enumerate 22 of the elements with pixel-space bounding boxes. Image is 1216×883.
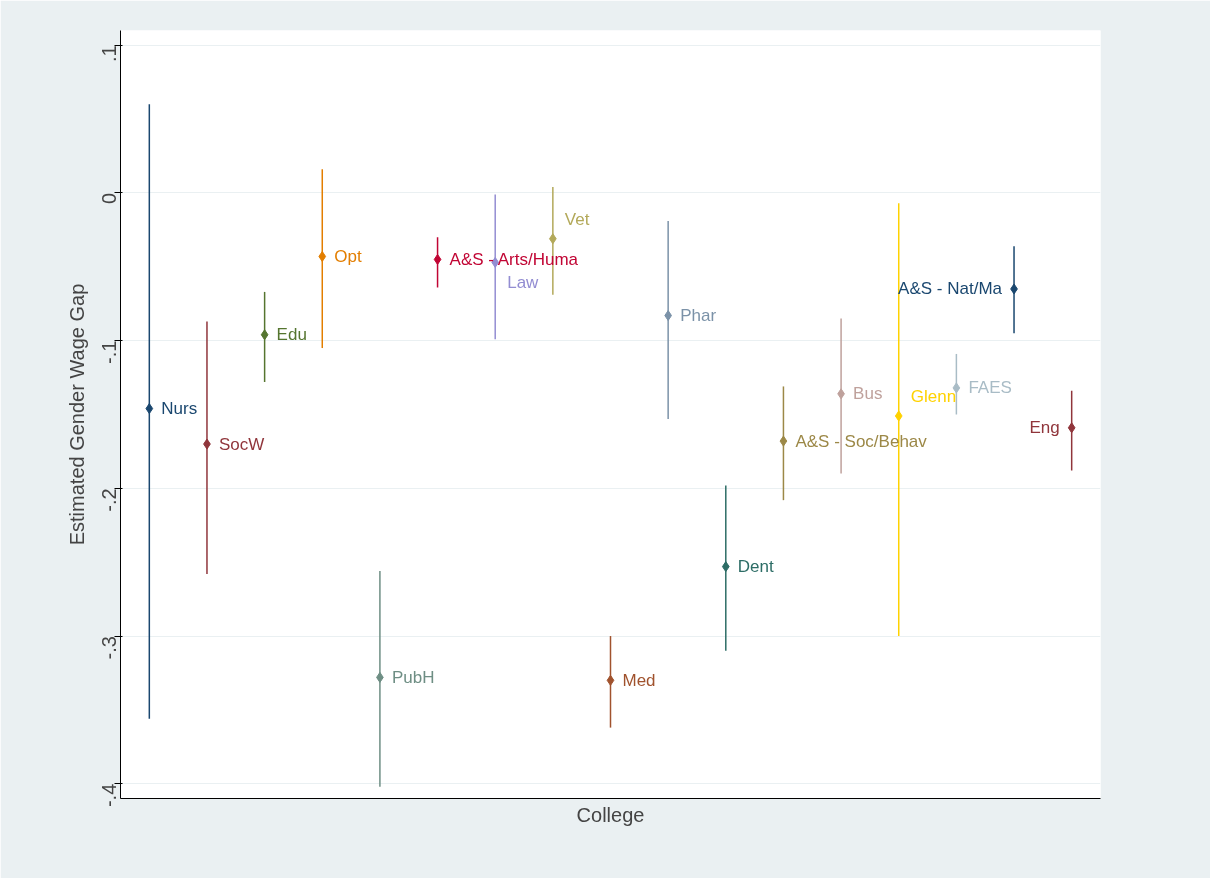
- y-tick-label: -.2: [98, 488, 121, 512]
- series-label: FAES: [968, 378, 1012, 398]
- series-label: Bus: [853, 384, 883, 404]
- series-label: Phar: [680, 306, 717, 326]
- series-label: Eng: [1029, 418, 1060, 438]
- series-label: Med: [622, 670, 656, 690]
- y-tick-label: -.1: [98, 340, 121, 364]
- y-tick-label: .1: [98, 45, 121, 62]
- series-label: Nurs: [161, 399, 198, 419]
- y-tick-label: -.3: [98, 636, 121, 660]
- series-label: Dent: [737, 557, 774, 577]
- y-tick-label: -.4: [98, 783, 121, 808]
- series-label: Law: [507, 272, 540, 292]
- y-axis-title: Estimated Gender Wage Gap: [65, 283, 88, 546]
- series-label: SocW: [218, 434, 265, 454]
- series-label: Edu: [276, 325, 307, 345]
- series-label: Opt: [334, 246, 362, 266]
- series-label: Glenn: [910, 386, 957, 406]
- series-label: Vet: [564, 209, 590, 229]
- series-label: PubH: [391, 667, 435, 687]
- y-tick-label: 0: [98, 192, 121, 205]
- x-axis-title: College: [576, 803, 645, 826]
